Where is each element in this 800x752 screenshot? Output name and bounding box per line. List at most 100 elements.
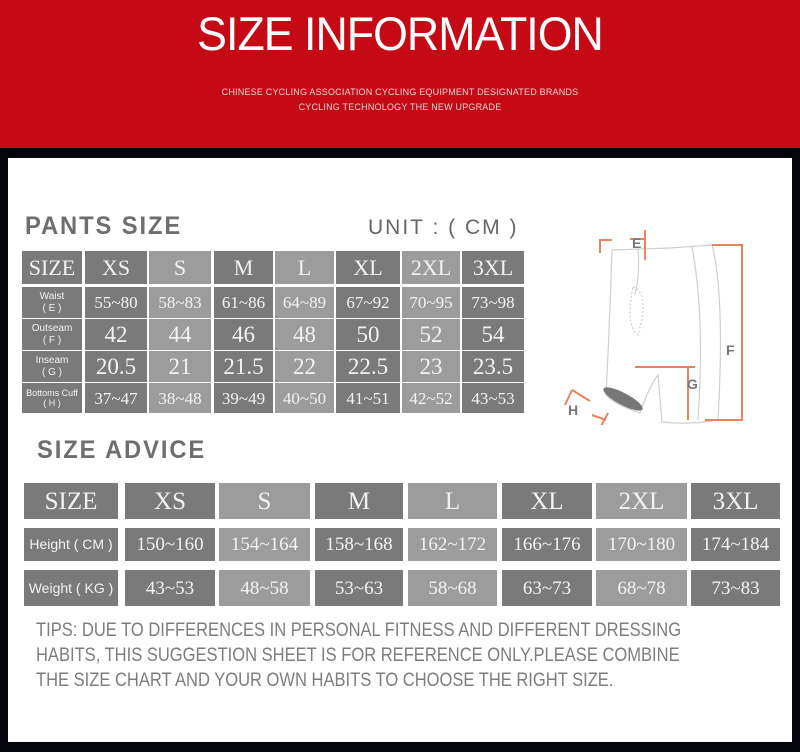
advice-row-label: Weight ( KG ) bbox=[24, 570, 118, 606]
pants-value-cell: 44 bbox=[149, 319, 211, 350]
pants-value-cell: 22 bbox=[275, 351, 334, 382]
unit-label: UNIT : ( CM ) bbox=[368, 216, 519, 239]
advice-header-cell: SIZE bbox=[24, 483, 118, 519]
cell-value: 154~164 bbox=[230, 534, 299, 555]
advice-value-cell: 73~83 bbox=[691, 570, 780, 606]
pants-value-cell: 55~80 bbox=[85, 287, 147, 318]
pants-row-label: Outseam( F ) bbox=[22, 319, 82, 350]
cell-value: 20.5 bbox=[95, 354, 137, 379]
pants-value-cell: 22.5 bbox=[336, 351, 400, 382]
advice-value-cell: 166~176 bbox=[502, 528, 592, 561]
advice-value-cell: 43~53 bbox=[125, 570, 215, 606]
cell-value: 21.5 bbox=[223, 354, 264, 379]
pants-header-cell: 2XL bbox=[402, 251, 460, 284]
pants-header-cell: XS bbox=[85, 251, 147, 284]
advice-value-cell: 150~160 bbox=[125, 528, 215, 561]
pants-value-cell: 73~98 bbox=[462, 287, 524, 318]
advice-row-label: Height ( CM ) bbox=[24, 528, 118, 561]
cell-value: 67~92 bbox=[346, 293, 390, 312]
pants-header-cell: 3XL bbox=[462, 251, 524, 284]
cell-value: 55~80 bbox=[94, 293, 138, 312]
pants-value-cell: 46 bbox=[214, 319, 273, 350]
cell-value: 53~63 bbox=[334, 577, 384, 599]
diagram-label-e: E bbox=[632, 235, 641, 251]
header-label: 3XL bbox=[712, 487, 759, 515]
advice-value-cell: 48~58 bbox=[219, 570, 310, 606]
cell-value: 64~89 bbox=[282, 293, 327, 312]
header-label: S bbox=[173, 254, 187, 280]
cell-value: 40~50 bbox=[282, 388, 327, 408]
cell-value: 58~83 bbox=[158, 293, 202, 312]
header-label: M bbox=[233, 254, 254, 280]
header-label: XS bbox=[101, 254, 131, 280]
banner-subtitle: CHINESE CYCLING ASSOCIATION CYCLING EQUI… bbox=[221, 87, 579, 97]
advice-header-cell: M bbox=[315, 483, 403, 519]
pants-row-label: Waist( E ) bbox=[22, 287, 82, 318]
pants-value-cell: 61~86 bbox=[214, 287, 273, 318]
pants-value-cell: 42~52 bbox=[402, 383, 460, 413]
advice-header-cell: 3XL bbox=[691, 483, 780, 519]
header-label: L bbox=[297, 254, 312, 280]
cell-value: 150~160 bbox=[136, 534, 204, 555]
diagram-label-f: F bbox=[726, 342, 735, 358]
pants-value-cell: 39~49 bbox=[214, 383, 273, 413]
cell-value: 38~48 bbox=[158, 388, 202, 408]
pants-value-cell: 67~92 bbox=[336, 287, 400, 318]
pants-value-cell: 50 bbox=[336, 319, 400, 350]
pants-value-cell: 40~50 bbox=[275, 383, 334, 413]
pants-header-cell: S bbox=[149, 251, 211, 284]
diagram-label-h: H bbox=[568, 402, 578, 418]
cell-value: 22.5 bbox=[347, 354, 389, 379]
cell-value: 170~180 bbox=[607, 534, 676, 555]
tips-text: TIPS: DUE TO DIFFERENCES IN PERSONAL FIT… bbox=[36, 618, 681, 693]
cell-value: 22 bbox=[293, 354, 316, 379]
cell-value: 73~83 bbox=[711, 577, 760, 599]
pants-value-cell: 23.5 bbox=[462, 351, 524, 382]
pants-row-label: Bottoms Cuff( H ) bbox=[22, 383, 82, 413]
row-code: ( E ) bbox=[42, 302, 62, 314]
advice-value-cell: 68~78 bbox=[596, 570, 687, 606]
header-label: 2XL bbox=[618, 487, 665, 515]
cell-value: 41~51 bbox=[346, 388, 390, 408]
cell-value: 42~52 bbox=[409, 388, 453, 408]
row-label: Waist bbox=[39, 291, 65, 302]
cell-value: 52 bbox=[419, 322, 443, 347]
cell-value: 158~168 bbox=[325, 534, 393, 555]
header-label: 3XL bbox=[472, 254, 514, 280]
cell-value: 70~95 bbox=[409, 293, 453, 312]
pants-value-cell: 21 bbox=[149, 351, 211, 382]
row-label: Outseam bbox=[31, 323, 73, 334]
pants-value-cell: 70~95 bbox=[402, 287, 460, 318]
header-label: XL bbox=[530, 487, 564, 515]
pants-size-title: PANTS SIZE bbox=[25, 212, 183, 240]
row-code: ( G ) bbox=[42, 366, 62, 378]
header-label: XS bbox=[154, 487, 186, 515]
header-label: SIZE bbox=[28, 254, 76, 280]
header-label: S bbox=[257, 487, 272, 515]
row-label: Bottoms Cuff bbox=[26, 387, 78, 398]
cell-value: 44 bbox=[168, 322, 192, 347]
cell-value: 42 bbox=[104, 322, 128, 347]
pants-value-cell: 43~53 bbox=[462, 383, 524, 413]
advice-value-cell: 154~164 bbox=[219, 528, 310, 561]
pants-value-cell: 42 bbox=[85, 319, 147, 350]
pants-row-label: Inseam( G ) bbox=[22, 351, 82, 382]
pants-value-cell: 38~48 bbox=[149, 383, 211, 413]
advice-header-cell: S bbox=[219, 483, 310, 519]
cell-value: 68~78 bbox=[617, 577, 666, 599]
header-label: 2XL bbox=[410, 254, 452, 280]
pants-header-cell: SIZE bbox=[22, 251, 82, 284]
cell-value: 23.5 bbox=[472, 354, 514, 379]
pants-value-cell: 23 bbox=[402, 351, 460, 382]
pants-header-cell: L bbox=[275, 251, 334, 284]
banner-subtitle: CYCLING TECHNOLOGY THE NEW UPGRADE bbox=[298, 102, 502, 112]
cell-value: 39~49 bbox=[221, 388, 266, 408]
advice-value-cell: 170~180 bbox=[596, 528, 687, 561]
cell-value: 50 bbox=[356, 322, 380, 347]
advice-value-cell: 63~73 bbox=[502, 570, 592, 606]
pants-value-cell: 41~51 bbox=[336, 383, 400, 413]
cell-value: 54 bbox=[481, 322, 505, 347]
header-label: SIZE bbox=[44, 487, 98, 515]
tips-line: TIPS: DUE TO DIFFERENCES IN PERSONAL FIT… bbox=[36, 620, 682, 641]
advice-header-cell: XL bbox=[502, 483, 592, 519]
